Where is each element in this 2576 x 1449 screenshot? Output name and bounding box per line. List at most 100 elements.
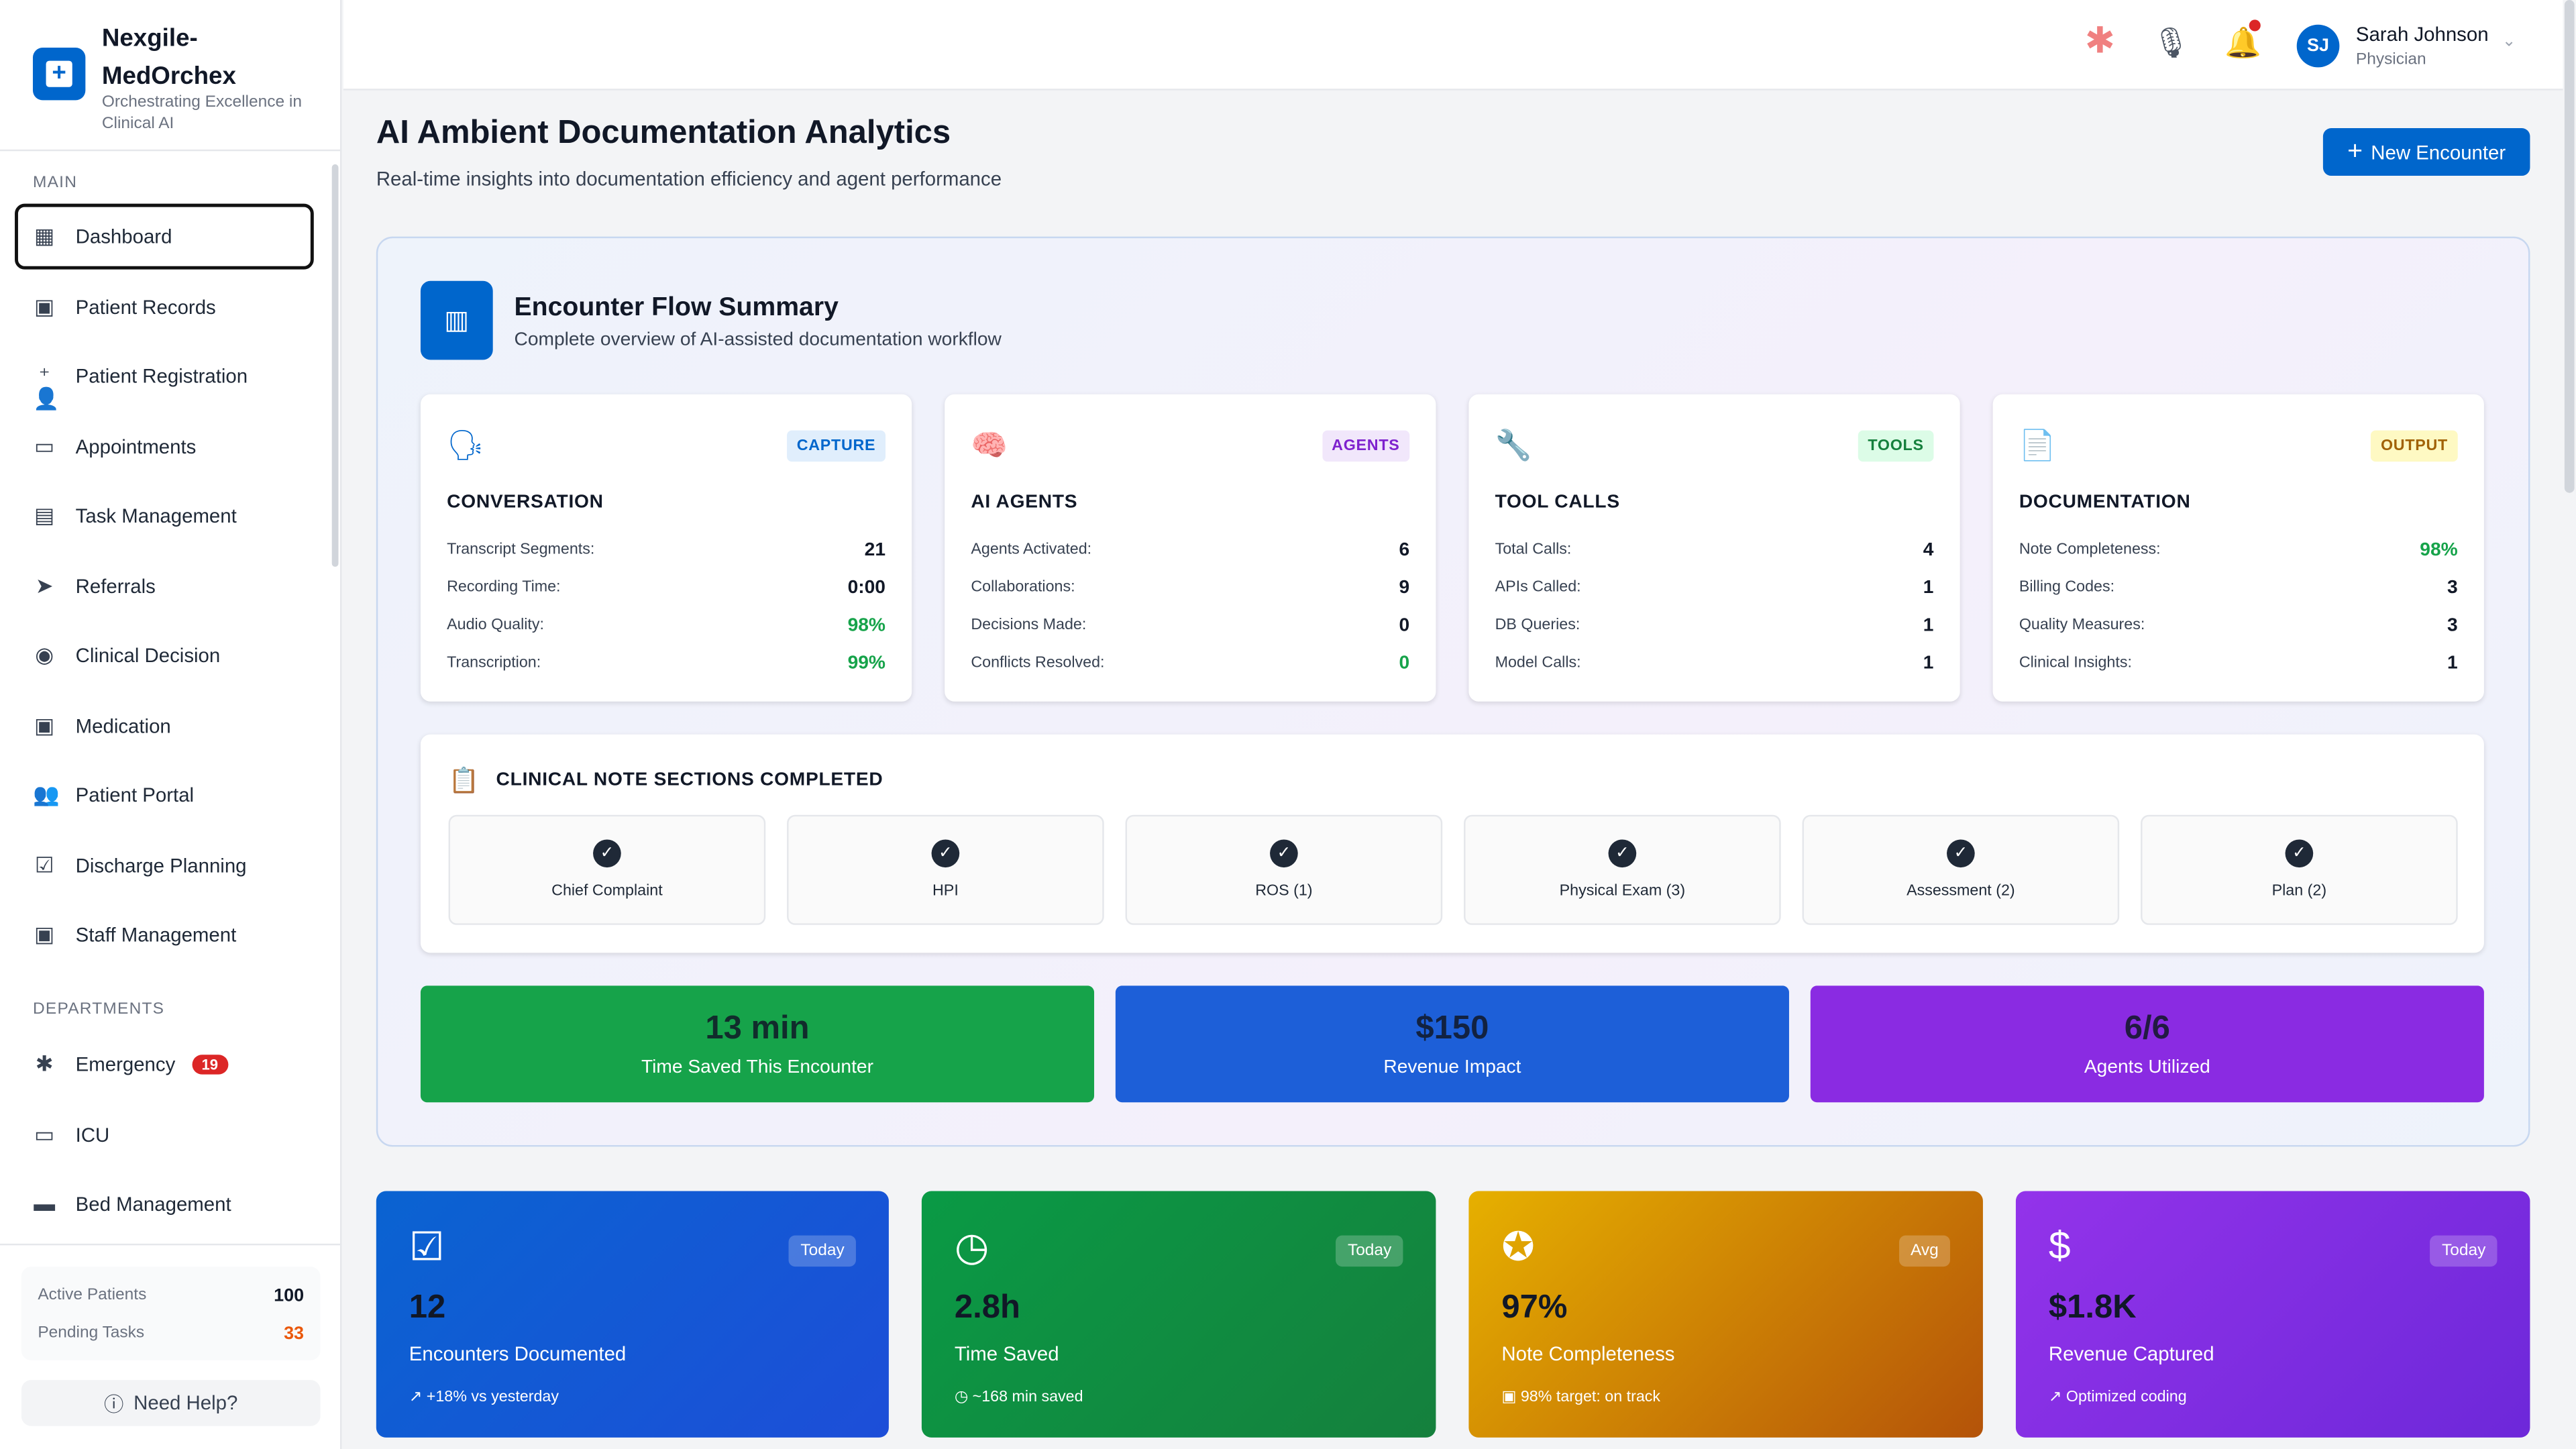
stage-tag: OUTPUT	[2371, 429, 2458, 461]
flow-card-tool-calls: 🔧 TOOLS TOOL CALLS Total Calls: 4 APIs Called…	[1468, 394, 1960, 702]
sidebar-item-emergency[interactable]: ✱ Emergency 19	[15, 1032, 314, 1097]
bed-icon: ▬	[34, 1191, 56, 1216]
impact-value: $150	[1415, 1010, 1489, 1047]
card-title: AI AGENTS	[971, 492, 1078, 513]
metric-row: Total Calls: 4	[1495, 531, 1934, 568]
kpi-period-badge: Today	[1336, 1235, 1403, 1267]
kpi-footer: ↗ +18% vs yesterday	[409, 1388, 856, 1406]
note-section-tile: ✓ Physical Exam (3)	[1464, 814, 1781, 925]
note-sections-header: 📋 CLINICAL NOTE SECTIONS COMPLETED	[449, 765, 883, 796]
chevron-down-icon[interactable]: ⌄	[2502, 32, 2516, 51]
sidebar-item-label: Medication	[75, 714, 171, 737]
metric-label: Quality Measures:	[2019, 616, 2145, 635]
brain-icon: 🧠	[971, 427, 1008, 461]
sidebar-item-dashboard[interactable]: ▦ Dashboard	[15, 203, 314, 270]
sidebar-item-medication[interactable]: ▣ Medication	[15, 692, 314, 758]
document-icon: 📄	[2019, 427, 2056, 461]
sidebar-item-label: Patient Registration	[75, 364, 248, 388]
avatar[interactable]: SJ	[2296, 24, 2340, 68]
card-title: DOCUMENTATION	[2019, 492, 2191, 513]
sidebar-item-icu[interactable]: ▭ ICU	[15, 1102, 314, 1167]
dollar-icon: $	[2048, 1224, 2071, 1269]
clipboard-check-icon: ☑	[409, 1225, 445, 1271]
microphone-icon[interactable]: 🎙	[2152, 26, 2190, 60]
summary-subtitle: Complete overview of AI-assisted documen…	[514, 330, 1002, 350]
note-sections-card: 📋 CLINICAL NOTE SECTIONS COMPLETED ✓ Chief…	[420, 734, 2484, 953]
sidebar-item-appointments[interactable]: ▭ Appointments	[15, 413, 314, 479]
kpi-card: ☑ Today 12 Encounters Documented ↗ +18% vs y…	[376, 1191, 889, 1438]
new-encounter-label: New Encounter	[2371, 140, 2506, 164]
pending-tasks-value: 33	[284, 1324, 305, 1344]
metric-value: 4	[1923, 539, 1934, 559]
section-label-main: MAIN	[32, 174, 78, 193]
kpi-period-badge: Avg	[1898, 1235, 1950, 1267]
check-circle-icon: ✓	[931, 839, 960, 868]
metric-label: Total Calls:	[1495, 540, 1572, 559]
sidebar-item-patient-records[interactable]: ▣ Patient Records	[15, 274, 314, 339]
metric-label: Agents Activated:	[971, 540, 1092, 559]
brain-icon: ◉	[35, 642, 54, 667]
help-icon: ⓘ	[104, 1392, 124, 1415]
need-help-button[interactable]: ⓘ Need Help?	[21, 1380, 321, 1426]
metric-row: Decisions Made: 0	[971, 606, 1409, 644]
kpi-period-badge: Today	[2430, 1235, 2498, 1267]
kpi-footer: ↗ Optimized coding	[2049, 1388, 2498, 1406]
active-patients-value: 100	[274, 1286, 305, 1306]
user-name[interactable]: Sarah Johnson	[2355, 23, 2489, 46]
new-encounter-button[interactable]: + New Encounter	[2322, 128, 2530, 176]
sidebar-item-staff-management[interactable]: ▣ Staff Management	[15, 902, 314, 968]
sidebar-scrollbar[interactable]	[331, 164, 339, 567]
kpi-footer-text: ~168 min saved	[972, 1388, 1083, 1407]
sidebar-item-patient-portal[interactable]: 👥 Patient Portal	[15, 762, 314, 828]
flow-card-ai-agents: 🧠 AGENTS AI AGENTS Agents Activated: 6 Collab…	[945, 394, 1436, 702]
emergency-asterisk-icon[interactable]: ✱	[2084, 19, 2115, 61]
top-bar	[343, 0, 2563, 91]
metric-value: 3	[2447, 577, 2458, 598]
metric-label: Note Completeness:	[2019, 540, 2161, 559]
trend-icon: ↗	[2048, 1388, 2062, 1407]
check-circle-icon: ✓	[593, 839, 621, 868]
metric-row: Quality Measures: 3	[2019, 606, 2458, 644]
impact-bar: $150 Revenue Impact	[1115, 985, 1789, 1103]
metric-value: 6	[1399, 539, 1410, 559]
kpi-label: Revenue Captured	[2048, 1342, 2214, 1366]
metric-value: 0	[1399, 615, 1410, 635]
person-add-icon: ⁺👤	[32, 363, 60, 411]
brand-line1: Nexgile-	[101, 24, 198, 53]
sidebar-item-bed-management[interactable]: ▬ Bed Management	[15, 1171, 314, 1237]
metric-value: 1	[1923, 615, 1934, 635]
medication-icon: ▣	[34, 712, 55, 737]
check-circle-icon: ✓	[2285, 839, 2314, 868]
logo-icon: +	[32, 48, 86, 101]
metric-row: Clinical Insights: 1	[2019, 644, 2458, 682]
note-section-label: Assessment (2)	[1907, 882, 2015, 901]
brand-tagline: Orchestrating Excellence in Clinical AI	[101, 93, 302, 133]
sidebar-item-clinical-decision[interactable]: ◉ Clinical Decision	[15, 623, 314, 688]
notification-dot	[2249, 19, 2261, 32]
trend-icon: ▣	[1501, 1388, 1517, 1407]
sidebar-item-discharge-planning[interactable]: ☑ Discharge Planning	[15, 832, 314, 898]
pending-tasks-label: Pending Tasks	[38, 1324, 145, 1342]
sidebar-item-referrals[interactable]: ➤ Referrals	[15, 553, 314, 619]
people-icon: 👥	[32, 782, 60, 807]
plus-icon: +	[2347, 137, 2363, 166]
note-section-label: Physical Exam (3)	[1559, 882, 1686, 901]
kpi-label: Note Completeness	[1501, 1342, 1675, 1366]
main-scrollbar[interactable]	[2564, 0, 2575, 493]
kpi-period-badge: Today	[789, 1235, 856, 1267]
stage-tag: TOOLS	[1858, 429, 1934, 461]
kpi-value: $1.8K	[2048, 1289, 2137, 1326]
sidebar-item-label: Patient Records	[75, 294, 216, 318]
sidebar-item-patient-registration[interactable]: ⁺👤 Patient Registration	[15, 343, 314, 411]
active-patients-label: Active Patients	[38, 1286, 147, 1305]
bell-icon[interactable]: 🔔	[2224, 26, 2261, 60]
note-section-label: HPI	[932, 882, 959, 901]
clock-icon: ◷	[954, 1225, 989, 1271]
metric-value: 98%	[847, 615, 886, 635]
metric-value: 0:00	[847, 577, 886, 598]
sidebar-item-task-management[interactable]: ▤ Task Management	[15, 483, 314, 549]
kpi-label: Time Saved	[954, 1342, 1059, 1366]
metric-label: Recording Time:	[447, 578, 561, 596]
send-icon: ➤	[35, 572, 54, 598]
note-sections-title: CLINICAL NOTE SECTIONS COMPLETED	[496, 770, 883, 790]
